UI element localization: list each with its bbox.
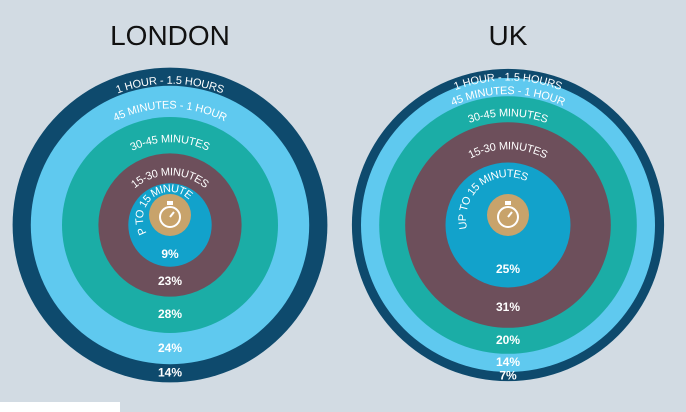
value-label: 9% bbox=[161, 247, 179, 261]
value-label: 23% bbox=[158, 274, 182, 288]
ring-label-text: 30-45 MINUTES bbox=[466, 107, 549, 126]
ring-label: 30-45 MINUTES bbox=[466, 107, 549, 126]
value-label: 7% bbox=[499, 369, 517, 383]
bottom-strip bbox=[0, 402, 120, 412]
value-label: 14% bbox=[158, 365, 182, 379]
stopwatch-icon bbox=[149, 194, 191, 236]
value-label: 28% bbox=[158, 307, 182, 321]
chart-title: UK bbox=[489, 20, 528, 51]
value-label: 24% bbox=[158, 341, 182, 355]
value-label: 14% bbox=[496, 355, 520, 369]
chart-title: LONDON bbox=[110, 20, 230, 51]
value-label: 25% bbox=[496, 262, 520, 276]
stopwatch-icon bbox=[487, 194, 529, 236]
value-label: 20% bbox=[496, 333, 520, 347]
value-label: 31% bbox=[496, 300, 520, 314]
